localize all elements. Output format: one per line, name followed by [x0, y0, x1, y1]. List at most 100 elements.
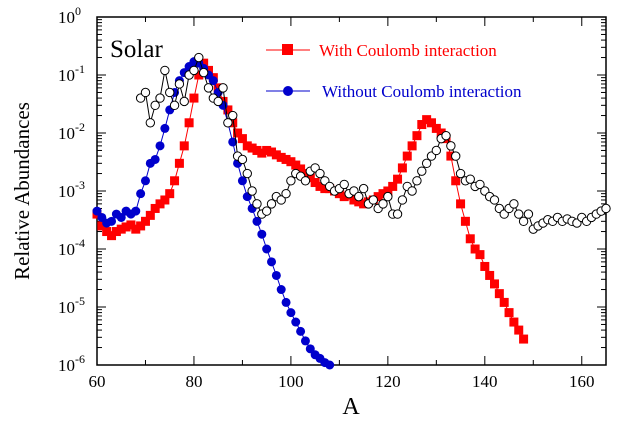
legend-marker-without-coulomb [283, 86, 293, 96]
data-point [436, 128, 446, 138]
data-point [155, 199, 165, 209]
data-point [170, 176, 180, 186]
data-point [514, 209, 524, 219]
data-point [407, 186, 417, 196]
data-point [150, 100, 160, 111]
data-point [252, 216, 262, 226]
data-point [470, 244, 480, 254]
data-point [140, 176, 150, 186]
data-point [267, 257, 277, 267]
data-point [262, 244, 272, 254]
data-point [262, 145, 272, 155]
data-point [160, 195, 170, 205]
data-point [296, 326, 306, 336]
data-point [465, 174, 475, 184]
data-point [456, 199, 466, 209]
data-point [422, 115, 432, 125]
data-point [519, 334, 529, 344]
data-point [397, 163, 407, 173]
data-point [165, 189, 175, 199]
data-point [460, 216, 470, 226]
data-point [281, 297, 291, 307]
data-point [518, 216, 529, 227]
data-point [228, 110, 238, 121]
data-point [155, 141, 165, 151]
data-point [349, 195, 359, 205]
x-tick-label: 120 [375, 372, 401, 391]
data-point [412, 131, 422, 141]
data-point [145, 118, 156, 128]
x-tick-label: 140 [472, 372, 498, 391]
data-point [252, 199, 262, 209]
data-point [150, 203, 160, 213]
y-tick-label: 10-4 [58, 236, 85, 259]
x-tick-labels: 60 80 100 120 140 160 [89, 372, 595, 391]
data-point [131, 224, 141, 234]
data-point [257, 148, 267, 158]
data-point [111, 227, 121, 237]
data-point [276, 195, 286, 205]
data-point [97, 221, 107, 231]
data-point [388, 181, 398, 191]
legend-item-without-coulomb: Without Coulomb interaction [266, 82, 522, 101]
x-axis-title: A [342, 394, 360, 420]
y-tick-label: 10-1 [58, 62, 85, 85]
data-point [208, 76, 218, 86]
data-point [165, 87, 175, 98]
data-point [315, 168, 325, 179]
data-point [320, 184, 330, 194]
data-point [494, 289, 504, 299]
data-point [271, 270, 281, 280]
series-1 [92, 57, 335, 370]
data-point [228, 137, 238, 147]
data-point [237, 134, 247, 144]
data-point [451, 151, 461, 161]
data-point [213, 83, 223, 93]
data-point [378, 189, 388, 199]
data-point [102, 227, 112, 237]
data-point [421, 158, 432, 169]
data-point [601, 203, 611, 214]
data-point [412, 176, 422, 186]
data-point [300, 176, 311, 186]
data-point [247, 186, 257, 196]
data-point [203, 65, 213, 75]
data-point [310, 178, 320, 188]
data-point [446, 151, 456, 161]
data-point [417, 120, 427, 130]
x-tick-label: 60 [89, 372, 106, 391]
data-point [504, 308, 514, 318]
legend: With Coulomb interaction Without Coulomb… [266, 41, 522, 101]
data-point [131, 206, 141, 216]
y-tick-label: 100 [58, 4, 81, 27]
series-layer [92, 52, 611, 370]
data-point [276, 152, 286, 162]
data-point [509, 317, 519, 327]
data-point [228, 118, 238, 128]
legend-marker-with-coulomb [282, 44, 293, 55]
data-point [276, 285, 286, 295]
data-point [485, 270, 495, 280]
data-point [305, 344, 315, 354]
solar-annotation: Solar [110, 36, 163, 63]
data-point [242, 168, 252, 179]
data-point [126, 220, 136, 230]
data-point [354, 191, 364, 202]
data-point [315, 181, 325, 191]
data-point [121, 222, 131, 232]
data-point [523, 209, 534, 219]
data-point [150, 154, 160, 164]
data-point [160, 123, 170, 133]
data-point [189, 93, 199, 103]
data-point [446, 141, 456, 151]
data-point [490, 279, 500, 289]
data-point [160, 65, 170, 76]
y-tick-label: 10-2 [58, 120, 85, 143]
data-point [194, 70, 204, 80]
data-point [92, 206, 102, 216]
data-point [189, 65, 199, 76]
data-point [145, 210, 155, 220]
data-point [223, 105, 233, 115]
data-point [257, 229, 267, 239]
